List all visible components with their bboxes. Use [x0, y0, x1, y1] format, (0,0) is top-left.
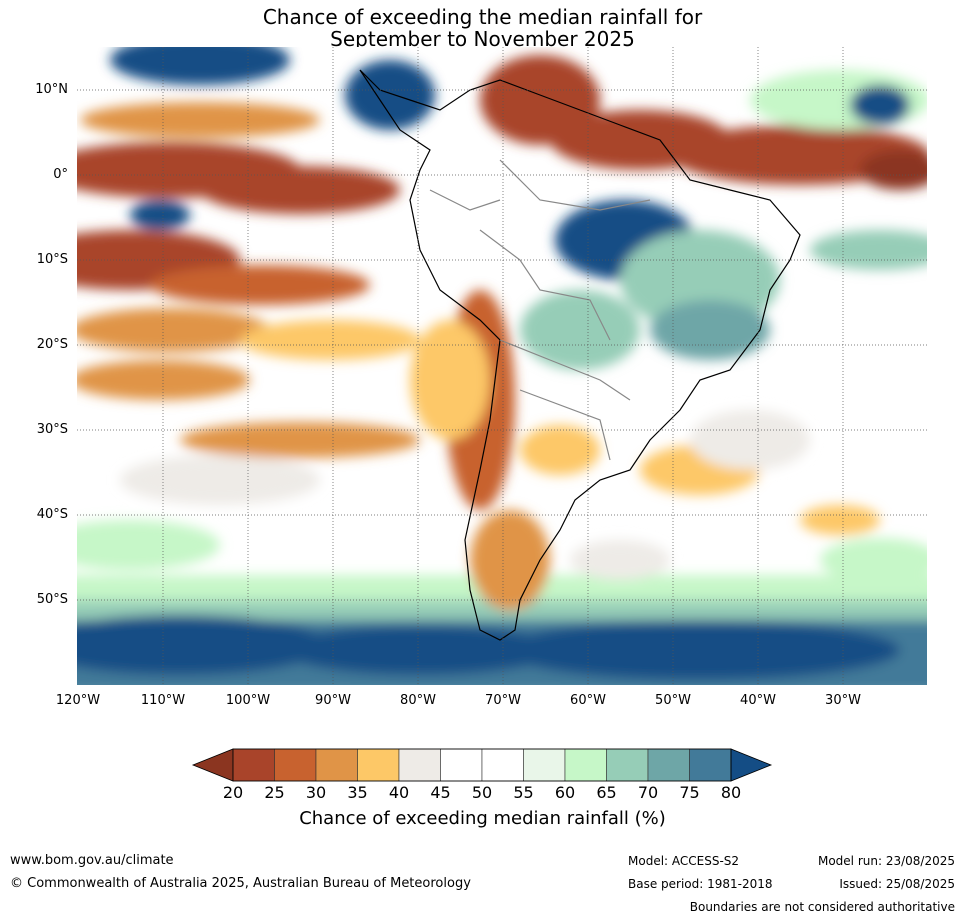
colorbar-tick-30: 30 — [305, 783, 327, 802]
footer-base-period: Base period: 1981-2018 — [628, 877, 773, 891]
footer-copyright: © Commonwealth of Australia 2025, Austra… — [10, 876, 471, 891]
colorbar-tick-55: 55 — [513, 783, 534, 802]
colorbar-tick-35: 35 — [347, 783, 368, 802]
colorbar-segment — [606, 748, 649, 782]
colorbar-tick-25: 25 — [264, 783, 285, 802]
colorbar-segment — [564, 748, 607, 782]
colorbar-tick-45: 45 — [430, 783, 451, 802]
colorbar-tick-60: 60 — [554, 783, 576, 802]
lon-label-30w: 30°W — [825, 693, 861, 708]
lon-label-100w: 100°W — [225, 693, 271, 708]
lon-label-120w: 120°W — [55, 693, 101, 708]
footer-model-run: Model run: 23/08/2025 — [817, 854, 955, 868]
colorbar-segment — [357, 748, 400, 782]
footer-issued: Issued: 25/08/2025 — [839, 877, 955, 891]
map-title-line-1: Chance of exceeding the median rainfall … — [262, 5, 703, 29]
lat-label-40s: 40°S — [36, 507, 68, 522]
lat-label-10n: 10°N — [35, 82, 68, 97]
lon-label-60w: 60°W — [570, 693, 606, 708]
colorbar-segments — [191, 748, 773, 782]
lat-label-20s: 20°S — [36, 337, 68, 352]
colorbar-segment — [232, 748, 275, 782]
lat-label-30s: 30°S — [36, 422, 68, 437]
colorbar-frame — [232, 748, 732, 782]
colorbar-extend-low — [191, 748, 234, 782]
footer-website: www.bom.gov.au/climate — [10, 853, 174, 868]
colorbar-tick-70: 70 — [637, 783, 659, 802]
colorbar-segment — [274, 748, 317, 782]
colorbar-segment — [481, 748, 524, 782]
colorbar-segment — [689, 748, 732, 782]
colorbar-tick-65: 65 — [596, 783, 617, 802]
map-title-line-2: September to November 2025 — [330, 27, 635, 51]
colorbar-segment — [523, 748, 566, 782]
lon-label-90w: 90°W — [315, 693, 351, 708]
colorbar-segment — [440, 748, 483, 782]
footer-disclaimer: Boundaries are not considered authoritat… — [689, 900, 955, 914]
lat-label-10s: 10°S — [36, 252, 68, 267]
lon-label-50w: 50°W — [655, 693, 691, 708]
colorbar-tick-75: 75 — [679, 783, 700, 802]
colorbar-segment — [647, 748, 690, 782]
lon-label-40w: 40°W — [740, 693, 776, 708]
colorbar-segment — [315, 748, 358, 782]
lon-label-70w: 70°W — [485, 693, 521, 708]
colorbar-label: Chance of exceeding median rainfall (%) — [299, 808, 666, 829]
colorbar-segment — [398, 748, 441, 782]
colorbar-extend-high — [730, 748, 773, 782]
colorbar-tick-80: 80 — [720, 783, 742, 802]
lon-label-110w: 110°W — [140, 693, 186, 708]
lat-label-50s: 50°S — [36, 592, 68, 607]
colorbar-tick-20: 20 — [222, 783, 244, 802]
lon-label-80w: 80°W — [400, 693, 436, 708]
colorbar-tick-40: 40 — [388, 783, 410, 802]
colorbar-tick-50: 50 — [471, 783, 493, 802]
lat-label-0: 0° — [53, 167, 68, 182]
footer-model: Model: ACCESS-S2 — [628, 854, 740, 868]
